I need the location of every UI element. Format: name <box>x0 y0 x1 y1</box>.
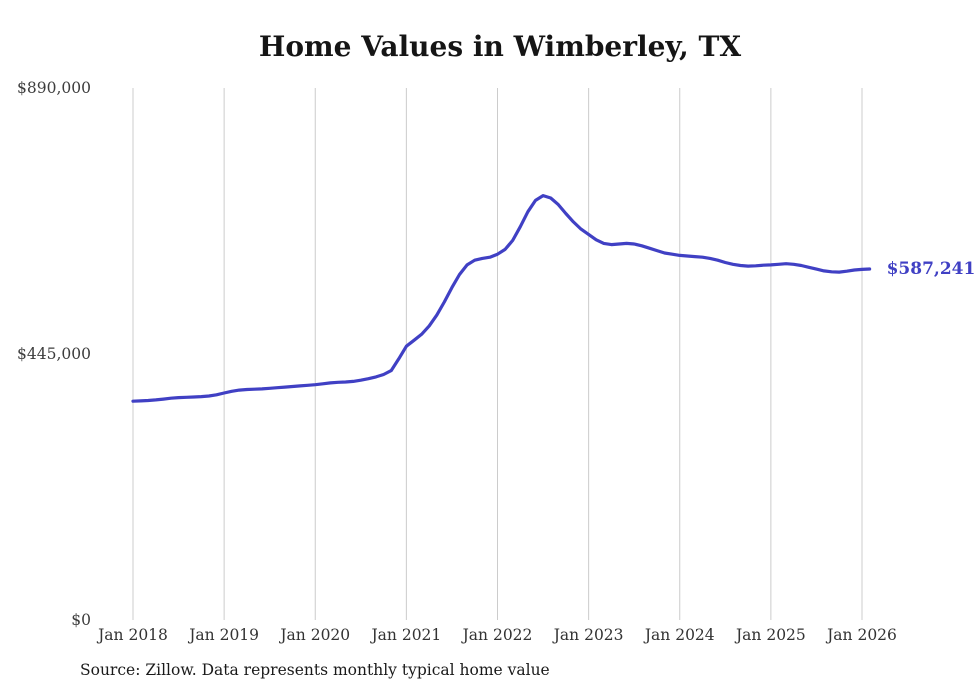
chart-title: Home Values in Wimberley, TX <box>258 30 742 63</box>
source-note: Source: Zillow. Data represents monthly … <box>80 661 550 679</box>
latest-value-label: $587,241 <box>886 258 976 279</box>
home-value-line <box>131 194 872 403</box>
